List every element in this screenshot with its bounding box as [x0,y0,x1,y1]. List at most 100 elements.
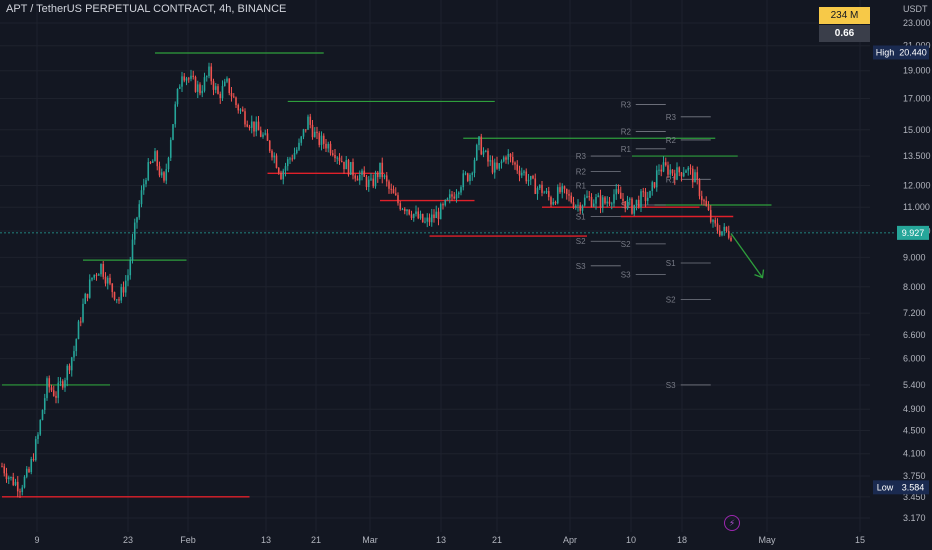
candle-body [507,153,510,160]
candle-body [289,158,291,160]
candle-body [390,188,393,190]
candle-body [671,169,674,174]
candle-body [518,170,521,176]
candle-body [91,277,93,280]
y-tick-label: 5.400 [903,380,926,390]
candle-body [478,136,480,146]
candle-body [106,277,109,284]
candle-body [649,190,651,198]
candle-body [145,180,147,185]
candle-body [469,174,471,182]
x-tick-label: Apr [563,535,577,545]
candle-body [176,88,179,105]
candle-body [88,279,91,298]
candle-body [138,204,141,218]
candle-body [192,75,195,77]
candle-body [658,169,660,171]
candle-body [442,204,444,206]
candle-body [676,167,678,180]
price-axis: 23.00021.00019.00017.00015.00013.50012.0… [903,18,931,523]
candle-body [498,163,501,169]
candle-body [271,150,273,158]
high-badge: High 20.440 [873,45,929,60]
low-badge-value-bg [897,480,929,495]
y-tick-label: 7.200 [903,308,926,318]
y-tick-label: 3.450 [903,492,926,502]
candle-body [381,162,384,178]
pivot-label: S3 [621,271,631,280]
candle-body [473,160,476,174]
high-badge-value: 20.440 [899,47,927,57]
candle-body [282,170,285,180]
x-tick-label: 21 [492,535,502,545]
candle-body [253,121,255,132]
candle-body [93,274,96,278]
candle-body [277,167,280,173]
candle-body [721,231,723,236]
candle-body [687,167,690,171]
candle-body [444,199,447,206]
y-tick-label: 19.000 [903,66,931,76]
candle-body [97,274,100,276]
candle-body [626,199,629,209]
pivot-label: R3 [621,100,632,109]
candle-body [545,191,548,193]
candle-body [338,157,341,161]
x-tick-label: 9 [34,535,39,545]
high-badge-label-bg [873,45,897,60]
candle-body [471,173,474,175]
candle-body [547,191,550,198]
lightning-icon[interactable]: ⚡ [724,515,740,531]
candle-body [327,143,330,149]
candle-body [622,198,624,202]
y-tick-label: 4.500 [903,425,926,435]
candle-body [187,78,190,80]
candle-body [482,151,485,155]
candle-body [133,222,136,240]
candle-body [19,491,21,493]
candle-body [399,203,402,210]
candle-body [448,194,451,199]
candle-body [464,173,467,175]
candle-body [77,321,80,340]
candle-body [237,105,240,111]
high-badge-value-bg [897,45,929,60]
candle-body [309,116,312,125]
candle-body [352,162,354,176]
candle-body [455,194,458,199]
candle-body [291,158,294,160]
candle-body [30,458,33,473]
candle-body [363,170,366,177]
candle-body [435,211,438,219]
candle-body [374,172,377,187]
candle-body [532,176,534,179]
pivot-label: R2 [621,127,632,136]
candle-body [275,155,278,168]
y-tick-label: 6.000 [903,354,926,364]
candles [1,62,732,499]
candle-body [613,194,615,204]
candle-body [343,161,345,170]
candle-body [167,157,170,170]
candle-body [111,283,114,293]
candle-body [203,77,206,91]
candle-body [61,381,64,388]
candle-body [419,213,422,219]
candle-body [705,200,708,206]
candle-body [606,201,609,204]
y-tick-label: 15.000 [903,125,931,135]
candle-body [662,162,665,172]
candle-body [318,133,321,145]
candle-body [122,287,125,293]
candle-body [64,380,66,388]
pivot-label: S2 [576,237,586,246]
candle-body [104,276,107,284]
candle-body [34,439,37,461]
candle-body [118,299,120,301]
y-tick-label: 8.000 [903,282,926,292]
candle-body [10,477,12,479]
candle-body [723,226,726,232]
candle-body [250,121,253,128]
x-tick-label: 23 [123,535,133,545]
